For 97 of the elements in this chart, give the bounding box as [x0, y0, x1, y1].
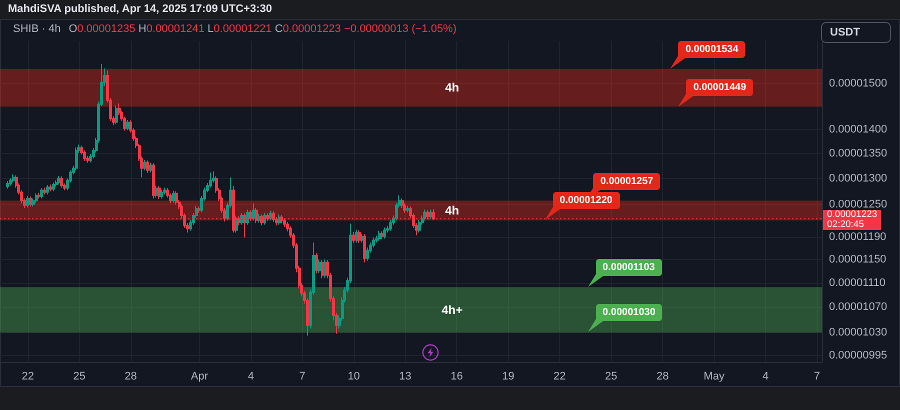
- candlestick: [149, 162, 152, 173]
- candlestick: [363, 234, 366, 263]
- x-tick-label: 19: [502, 370, 514, 382]
- candlestick: [115, 104, 118, 125]
- y-tick-label: 0.00001350: [829, 147, 888, 160]
- x-tick-label: 25: [605, 370, 618, 382]
- band-label: 4h: [445, 80, 460, 95]
- candlestick: [172, 190, 175, 204]
- chart-title: SHIB · 4h: [13, 23, 61, 35]
- candlestick: [198, 206, 201, 214]
- annotation: 0.00001103: [596, 259, 662, 276]
- candlestick: [163, 187, 166, 195]
- annotation: 0.00001257: [593, 172, 660, 190]
- x-tick-label: 4: [248, 370, 254, 382]
- candlestick: [126, 119, 129, 131]
- candlestick: [6, 180, 9, 190]
- candlestick: [37, 192, 40, 200]
- x-tick-label: 22: [22, 370, 34, 382]
- candlestick: [403, 202, 406, 214]
- candlestick: [429, 209, 432, 220]
- candlestick: [263, 212, 266, 226]
- candlestick: [352, 231, 355, 244]
- candlestick: [358, 230, 361, 244]
- y-tick-label: 0.00001070: [829, 301, 888, 314]
- candlestick: [29, 196, 32, 207]
- candlestick: [75, 147, 78, 171]
- candlestick: [269, 210, 272, 221]
- candlestick: [389, 219, 392, 232]
- candlestick: [235, 215, 238, 233]
- x-tick-label: 28: [656, 370, 669, 382]
- x-tick-label: 7: [299, 370, 306, 382]
- x-tick-label: 25: [73, 370, 86, 382]
- candlestick: [418, 219, 421, 233]
- candlestick: [152, 162, 155, 200]
- candlestick: [158, 186, 161, 200]
- y-tick-label: 0.00001030: [829, 326, 888, 338]
- candlestick: [423, 209, 426, 221]
- x-tick-label: 13: [399, 370, 412, 382]
- x-tick-label: 4: [762, 370, 769, 382]
- annotation: 0.00001449: [686, 78, 754, 96]
- x-tick-label: 7: [814, 370, 820, 382]
- x-tick-label: 22: [554, 370, 566, 382]
- annotation: 0.00001534: [678, 40, 746, 58]
- candlestick: [12, 174, 15, 183]
- chart-subtitle: O0.00001235 H0.00001241 L0.00001221 C0.00001223 −0.00000013 (−1.05%): [68, 23, 457, 35]
- y-tick-label: 0.00001400: [829, 123, 888, 136]
- candlestick: [372, 236, 375, 248]
- candlestick: [252, 202, 255, 221]
- candlestick: [26, 195, 29, 208]
- candlestick: [46, 184, 49, 195]
- y-tick-label: 0.00001250: [829, 198, 888, 210]
- candlestick: [143, 159, 146, 171]
- candlestick: [40, 188, 43, 200]
- candlestick: [278, 214, 281, 226]
- y-tick-label: 0.00001110: [829, 276, 886, 289]
- candlestick: [43, 187, 46, 195]
- candlestick: [60, 176, 63, 188]
- candlestick: [246, 209, 249, 226]
- text: MahdiSVA published, Apr 14, 2025 17:09 UTC+3:30: [8, 3, 272, 15]
- y-tick-label: 0.00001150: [829, 254, 886, 266]
- y-tick-label: 0.00001500: [829, 78, 888, 90]
- candlestick: [49, 184, 52, 192]
- band-label: 4h: [445, 204, 460, 218]
- candlestick: [383, 227, 386, 240]
- candlestick: [52, 182, 55, 192]
- x-tick-label: 16: [450, 370, 463, 382]
- y-tick-label: 0.00001300: [829, 172, 888, 184]
- candlestick: [9, 178, 12, 186]
- y-tick-label: 0.00001190: [829, 230, 886, 243]
- candlestick: [323, 259, 326, 278]
- y-axis-title: USDT: [830, 26, 860, 38]
- candlestick: [146, 160, 149, 174]
- ref-line-label: 0.00001223 02:20:45: [823, 208, 882, 230]
- y-tick-label: 0.00000995: [829, 349, 888, 362]
- candlestick: [401, 198, 404, 209]
- annotation: 0.00001220: [552, 192, 620, 210]
- candlestick: [209, 172, 212, 188]
- x-tick-label: Apr: [190, 370, 208, 382]
- candlestick: [175, 190, 178, 205]
- candlestick: [406, 205, 409, 213]
- candlestick: [155, 185, 158, 198]
- candlestick: [315, 252, 318, 274]
- candlestick: [57, 175, 60, 186]
- candlestick: [318, 259, 321, 274]
- candlestick: [160, 189, 163, 200]
- x-tick-label: 28: [124, 370, 137, 382]
- candlestick: [55, 180, 58, 188]
- candlestick: [378, 230, 381, 242]
- band-label: 4h+: [442, 302, 463, 317]
- x-tick-label: May: [704, 370, 725, 382]
- annotation: 0.00001030: [596, 304, 662, 322]
- x-tick-label: 10: [348, 370, 360, 382]
- candlestick: [240, 212, 243, 226]
- candlestick: [381, 230, 384, 240]
- candlestick: [35, 192, 38, 204]
- candlestick: [83, 150, 86, 162]
- candlestick: [355, 229, 358, 243]
